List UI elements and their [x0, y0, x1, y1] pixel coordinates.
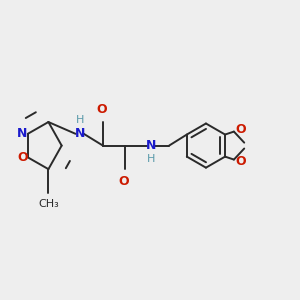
Text: H: H: [147, 154, 155, 164]
Text: O: O: [118, 175, 129, 188]
Text: O: O: [235, 123, 246, 136]
Text: N: N: [17, 127, 28, 140]
Text: N: N: [146, 139, 156, 152]
Text: N: N: [74, 127, 85, 140]
Text: CH₃: CH₃: [38, 199, 59, 209]
Text: O: O: [235, 155, 246, 168]
Text: O: O: [96, 103, 107, 116]
Text: H: H: [75, 115, 84, 125]
Text: O: O: [17, 152, 28, 164]
